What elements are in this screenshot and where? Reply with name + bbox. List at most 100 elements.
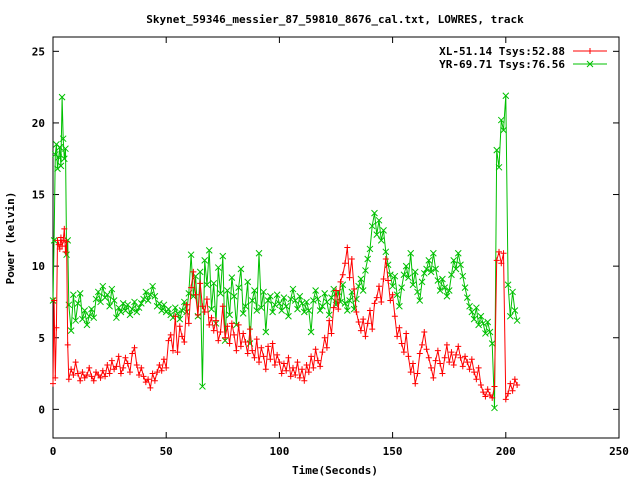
data-point xyxy=(176,315,184,323)
data-point xyxy=(67,327,75,334)
data-point xyxy=(90,377,97,384)
data-point xyxy=(183,301,190,308)
data-point xyxy=(421,329,428,336)
data-point xyxy=(287,373,294,380)
data-point xyxy=(144,297,152,304)
data-point xyxy=(493,146,501,154)
data-point xyxy=(386,271,394,279)
data-point xyxy=(260,353,267,360)
data-point xyxy=(445,287,453,294)
data-point xyxy=(466,302,473,310)
data-point xyxy=(122,354,129,361)
data-point xyxy=(328,294,335,302)
data-point xyxy=(305,369,312,376)
data-point xyxy=(235,284,243,291)
data-point xyxy=(464,359,471,366)
data-point xyxy=(230,292,238,300)
data-point xyxy=(373,294,380,301)
data-point xyxy=(276,359,283,366)
data-point xyxy=(457,354,464,361)
chart-title: Skynet_59346_messier_87_59810_8676_cal.t… xyxy=(146,13,524,26)
data-point xyxy=(407,369,414,376)
data-point xyxy=(83,371,90,378)
data-point xyxy=(477,382,484,389)
data-point xyxy=(587,48,593,54)
data-point xyxy=(425,257,433,264)
data-point xyxy=(94,288,102,296)
data-point xyxy=(312,346,319,353)
data-point xyxy=(255,249,263,257)
data-point xyxy=(246,326,253,333)
data-point xyxy=(133,308,141,316)
data-point xyxy=(448,271,455,279)
data-point xyxy=(420,269,428,277)
data-point xyxy=(222,334,229,341)
data-point xyxy=(205,247,213,254)
data-point xyxy=(403,330,410,337)
data-point xyxy=(147,384,154,391)
data-point xyxy=(90,314,98,322)
data-point xyxy=(506,312,514,320)
data-point xyxy=(396,324,403,331)
data-point xyxy=(167,331,174,338)
data-point xyxy=(409,360,416,367)
data-point xyxy=(55,153,63,161)
series-yr xyxy=(49,92,521,412)
data-point xyxy=(77,377,84,384)
x-tick-label: 250 xyxy=(609,445,629,458)
data-point xyxy=(434,347,441,354)
data-point xyxy=(274,351,281,358)
data-point xyxy=(382,248,390,256)
plot-border xyxy=(52,36,620,439)
data-point xyxy=(149,370,156,377)
data-point xyxy=(586,60,594,68)
data-point xyxy=(441,284,449,291)
data-point xyxy=(160,356,167,363)
data-point xyxy=(498,260,505,267)
data-point xyxy=(228,274,236,281)
data-point xyxy=(242,339,249,346)
data-point xyxy=(321,334,328,341)
data-point xyxy=(446,359,453,366)
data-point xyxy=(226,340,233,347)
data-point xyxy=(92,295,100,303)
data-point xyxy=(158,367,165,374)
data-point xyxy=(110,297,118,304)
data-point xyxy=(103,291,111,299)
y-axis-label: Power (kelvin) xyxy=(4,192,17,285)
data-point xyxy=(412,380,419,387)
data-point xyxy=(60,155,68,163)
legend-label: XL-51.14 Tsys:52.88 xyxy=(439,45,565,58)
data-point xyxy=(357,327,364,334)
data-point xyxy=(418,278,426,286)
data-point xyxy=(228,320,235,327)
data-point xyxy=(60,237,67,244)
data-point xyxy=(375,216,383,224)
data-point xyxy=(231,331,238,338)
data-point xyxy=(389,291,396,298)
data-point xyxy=(468,356,475,363)
data-point xyxy=(99,282,107,290)
data-point xyxy=(158,307,166,314)
data-point xyxy=(459,363,466,370)
data-point xyxy=(344,244,351,251)
data-point xyxy=(269,340,276,347)
data-point xyxy=(450,361,457,368)
data-point xyxy=(416,297,424,304)
data-point xyxy=(217,290,224,297)
data-point xyxy=(299,366,306,373)
data-point xyxy=(233,347,240,354)
data-point xyxy=(343,307,351,314)
data-point xyxy=(457,261,464,269)
data-point xyxy=(156,361,163,368)
data-point xyxy=(201,257,209,264)
data-point xyxy=(136,371,143,378)
data-point xyxy=(181,339,188,346)
data-point xyxy=(391,272,399,280)
y-tick-label: 15 xyxy=(32,189,45,202)
data-point xyxy=(106,302,113,310)
data-point xyxy=(296,374,303,381)
data-point xyxy=(65,376,72,383)
